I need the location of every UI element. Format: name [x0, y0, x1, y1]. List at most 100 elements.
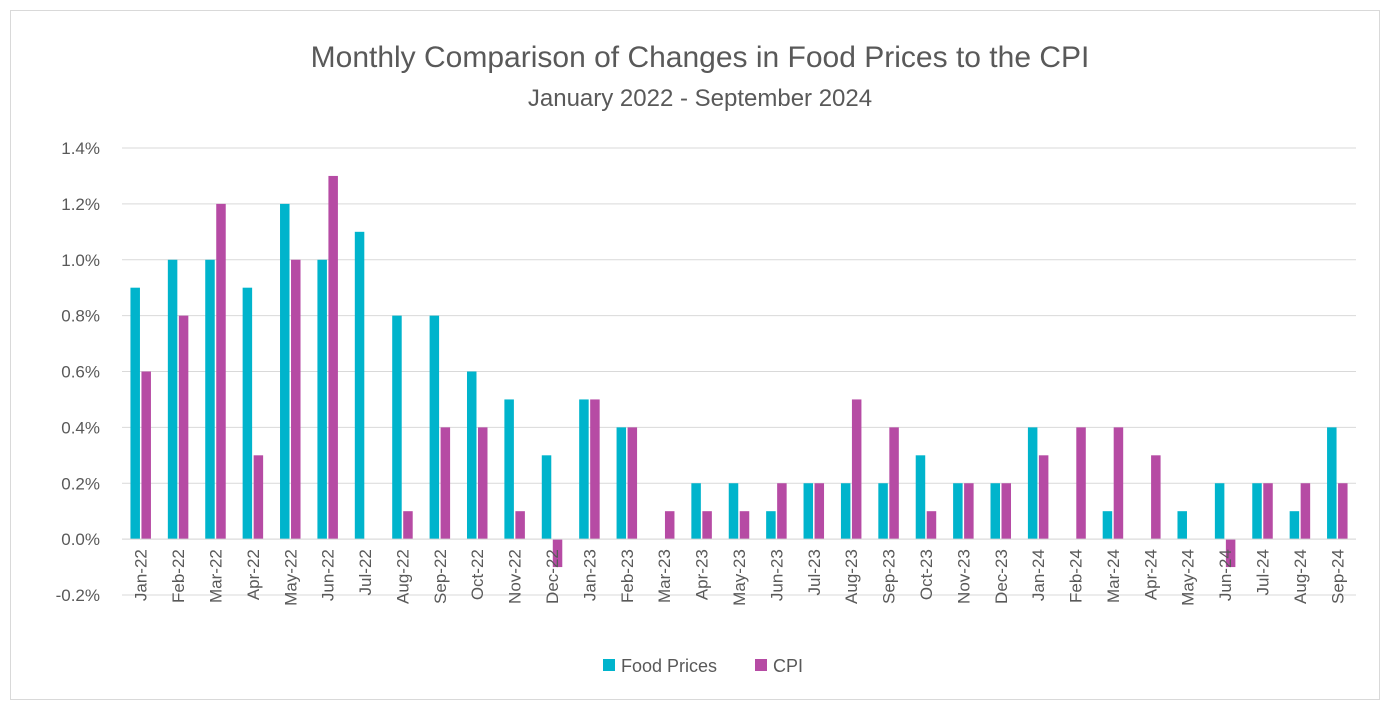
bar-food-prices — [953, 483, 963, 540]
legend-swatch-food-prices — [603, 659, 615, 671]
bar-food-prices — [317, 259, 327, 540]
x-tick-label: Jan-22 — [132, 549, 151, 601]
bar-food-prices — [429, 315, 440, 540]
bar-cpi — [851, 399, 862, 540]
x-axis: Jan-22 Feb-22 Mar-22 Apr-22 May-22 Jun-22 Jul-… — [122, 538, 1356, 606]
bar-cpi — [590, 399, 600, 540]
bar-cpi — [1338, 483, 1348, 540]
bar-food-prices — [766, 511, 776, 540]
x-tick-label: May-24 — [1179, 549, 1198, 606]
bar-cpi — [403, 511, 413, 540]
chart-frame — [10, 10, 1380, 700]
y-axis: -0.2% 0.0% 0.2% 0.4% 0.6% 0.8% 1.0% 1.2% 1.4% — [56, 139, 100, 605]
bar-food-prices — [541, 455, 552, 540]
bar-food-prices — [691, 483, 701, 540]
x-tick-label: May-22 — [281, 549, 300, 606]
bar-cpi — [926, 511, 937, 540]
x-tick-label: Mar-22 — [206, 549, 225, 603]
bar-food-prices — [616, 427, 627, 540]
bar-cpi — [889, 427, 899, 540]
x-tick-label: Oct-22 — [468, 549, 487, 600]
y-tick-label: 1.4% — [61, 139, 100, 158]
bar-cpi — [627, 427, 638, 540]
bar-food-prices — [242, 287, 253, 540]
legend-label-food-prices: Food Prices — [621, 656, 717, 676]
x-tick-label: Dec-22 — [543, 549, 562, 604]
x-tick-label: Sep-22 — [431, 549, 450, 604]
x-tick-label: Oct-23 — [917, 549, 936, 600]
y-tick-label: 0.2% — [61, 474, 100, 493]
x-tick-label: Jan-23 — [580, 549, 599, 601]
bar-food-prices — [354, 231, 365, 540]
bar-cpi — [291, 259, 301, 540]
bar-food-prices — [915, 455, 926, 540]
x-tick-label: Jul-22 — [356, 549, 375, 595]
bar-cpi — [1113, 427, 1124, 540]
y-tick-label: 0.0% — [61, 530, 100, 549]
x-tick-label: Aug-24 — [1291, 549, 1310, 604]
x-tick-label: Dec-23 — [992, 549, 1011, 604]
bar-food-prices — [280, 203, 290, 540]
y-tick-label: 1.0% — [61, 251, 100, 270]
bar-cpi — [216, 203, 226, 540]
bar-cpi — [253, 455, 264, 540]
bar-food-prices — [466, 371, 477, 540]
bar-cpi — [739, 511, 750, 540]
bar-cpi — [964, 483, 974, 540]
bar-cpi — [477, 427, 488, 540]
bar-food-prices — [728, 483, 739, 540]
bar-food-prices — [1177, 511, 1187, 540]
x-tick-label: Feb-22 — [169, 549, 188, 603]
bar-cpi — [1300, 483, 1311, 540]
bar-food-prices — [990, 483, 1001, 540]
x-tick-label: Jun-24 — [1216, 549, 1235, 601]
bar-cpi — [702, 511, 712, 540]
bar-food-prices — [1214, 483, 1225, 540]
bar-cpi — [328, 175, 338, 540]
bar-food-prices — [205, 259, 215, 540]
bar-food-prices — [1102, 511, 1113, 540]
chart-subtitle: January 2022 - September 2024 — [528, 85, 872, 112]
x-tick-label: Jul-24 — [1254, 549, 1273, 595]
bar-food-prices — [1027, 427, 1038, 540]
bar-cpi — [1151, 455, 1161, 540]
bar-food-prices — [504, 399, 514, 540]
x-tick-label: Mar-24 — [1104, 549, 1123, 603]
gridlines — [122, 147, 1356, 596]
bar-cpi — [1225, 539, 1236, 568]
y-tick-label: 0.6% — [61, 363, 100, 382]
bar-cpi — [1038, 455, 1049, 540]
y-tick-label: -0.2% — [56, 586, 100, 605]
bar-food-prices — [1252, 483, 1262, 540]
x-tick-label: Jan-24 — [1029, 549, 1048, 601]
x-tick-label: May-23 — [730, 549, 749, 606]
x-tick-label: Jul-23 — [805, 549, 824, 595]
bar-cpi — [664, 511, 675, 540]
bar-cpi — [141, 371, 151, 540]
bar-food-prices — [878, 483, 888, 540]
bar-cpi — [1076, 427, 1086, 540]
bar-food-prices — [392, 315, 402, 540]
bar-food-prices — [1289, 511, 1300, 540]
bar-food-prices — [130, 287, 140, 540]
legend: Food Prices CPI — [603, 656, 803, 676]
bar-food-prices — [167, 259, 178, 540]
x-tick-label: Nov-23 — [954, 549, 973, 604]
bar-food-prices — [840, 483, 851, 540]
x-tick-label: Feb-24 — [1067, 549, 1086, 603]
x-tick-label: Aug-23 — [842, 549, 861, 604]
chart-title: Monthly Comparison of Changes in Food Pr… — [311, 41, 1090, 74]
y-tick-label: 0.4% — [61, 418, 100, 437]
bar-cpi — [1263, 483, 1273, 540]
bar-cpi — [440, 427, 451, 540]
x-tick-label: Jun-23 — [767, 549, 786, 601]
bar-cpi — [552, 539, 563, 568]
bar-cpi — [515, 511, 525, 540]
bar-food-prices — [803, 483, 814, 540]
x-tick-label: Aug-22 — [393, 549, 412, 604]
x-tick-label: Sep-23 — [880, 549, 899, 604]
bar-food-prices — [1327, 427, 1337, 540]
x-tick-label: Apr-24 — [1141, 549, 1160, 600]
x-tick-label: Mar-23 — [655, 549, 674, 603]
